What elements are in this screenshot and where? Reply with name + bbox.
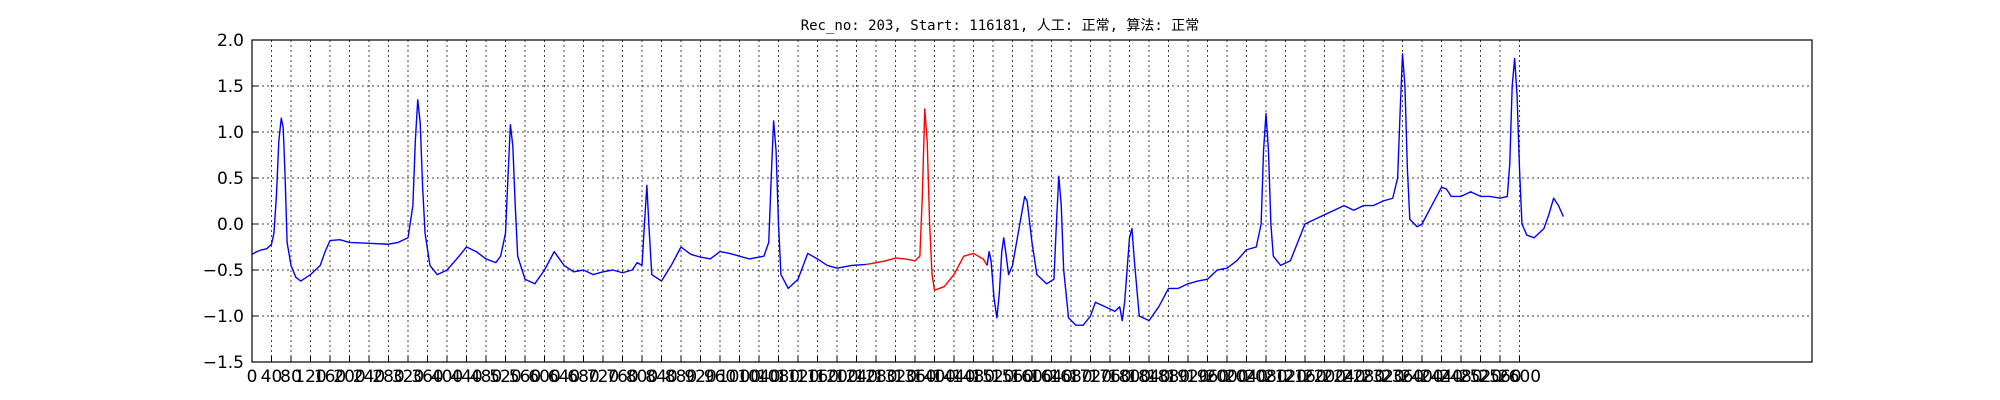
x-tick-label: 1720 [1069, 367, 1112, 387]
x-tick-label: 800 [626, 367, 658, 387]
x-tick-label: 1520 [971, 367, 1014, 387]
x-tick-label: 600 [528, 367, 560, 387]
x-tick-label: 1640 [1030, 367, 1073, 387]
series-line-1 [251, 99, 867, 290]
x-tick-label: 2360 [1381, 367, 1424, 387]
x-tick-label: 2280 [1342, 367, 1385, 387]
x-tick-label: 840 [645, 367, 677, 387]
x-tick-label: 1840 [1127, 367, 1170, 387]
x-tick-label: 1360 [893, 367, 936, 387]
x-tick-label: 80 [280, 367, 302, 387]
y-tick-label: −0.5 [203, 261, 244, 281]
x-tick-label: 960 [704, 367, 736, 387]
x-tick-label: 720 [587, 367, 619, 387]
x-tick-label: 1600 [1010, 367, 1053, 387]
x-tick-label: 2080 [1244, 367, 1287, 387]
x-tick-label: 2160 [1283, 367, 1326, 387]
x-tick-label: 2440 [1420, 367, 1463, 387]
x-tick-label: 40 [261, 367, 283, 387]
x-tick-label: 1680 [1049, 367, 1092, 387]
x-tick-label: 200 [333, 367, 365, 387]
x-tick-label: 2520 [1459, 367, 1502, 387]
x-tick-label: 2400 [1400, 367, 1443, 387]
x-tick-label: 2600 [1498, 367, 1541, 387]
y-tick-label: −1.5 [203, 353, 244, 373]
x-tick-label: 560 [509, 367, 541, 387]
x-tick-label: 1560 [991, 367, 1034, 387]
x-tick-label: 280 [372, 367, 404, 387]
x-tick-label: 320 [392, 367, 424, 387]
x-tick-label: 1400 [913, 367, 956, 387]
x-tick-label: 480 [470, 367, 502, 387]
x-tick-label: 160 [314, 367, 346, 387]
grid-lines [252, 40, 1812, 362]
x-tick-label: 520 [489, 367, 521, 387]
x-tick-label: 1000 [718, 367, 761, 387]
x-tick-label: 1800 [1108, 367, 1151, 387]
y-tick-label: −1.0 [203, 307, 244, 327]
series-line-2 [866, 108, 988, 291]
x-tick-label: 1280 [854, 367, 897, 387]
y-tick-label: 0.5 [217, 169, 244, 189]
x-tick-label: 760 [606, 367, 638, 387]
x-tick-label: 1440 [932, 367, 975, 387]
x-tick-label: 1880 [1147, 367, 1190, 387]
x-tick-label: 880 [665, 367, 697, 387]
y-tick-label: 1.5 [217, 77, 244, 97]
x-tick-label: 360 [411, 367, 443, 387]
x-tick-label: 1480 [952, 367, 995, 387]
x-tick-label: 2200 [1303, 367, 1346, 387]
x-tick-label: 2040 [1225, 367, 1268, 387]
x-tick-label: 1040 [737, 367, 780, 387]
x-tick-label: 0 [247, 367, 258, 387]
x-tick-label: 2480 [1439, 367, 1482, 387]
series-line-3 [986, 53, 1565, 326]
x-tick-label: 680 [567, 367, 599, 387]
y-tick-label: 2.0 [217, 31, 244, 51]
axis-ticks: 2.01.51.00.50.0−0.5−1.0−1.50 408012016020… [203, 31, 1541, 387]
x-tick-label: 920 [684, 367, 716, 387]
x-tick-label: 2560 [1478, 367, 1521, 387]
x-tick-label: 1160 [796, 367, 839, 387]
x-tick-label: 2320 [1361, 367, 1404, 387]
plot-area [251, 53, 1565, 326]
x-tick-label: 2240 [1322, 367, 1365, 387]
x-tick-label: 1120 [776, 367, 819, 387]
x-tick-label: 120 [294, 367, 326, 387]
x-tick-label: 240 [353, 367, 385, 387]
x-tick-label: 2120 [1264, 367, 1307, 387]
x-tick-label: 1240 [835, 367, 878, 387]
x-tick-label: 440 [450, 367, 482, 387]
x-tick-label: 640 [548, 367, 580, 387]
chart-title: Rec_no: 203, Start: 116181, 人工: 正常, 算法: … [801, 18, 1200, 34]
x-tick-label: 1920 [1166, 367, 1209, 387]
x-tick-label: 1080 [757, 367, 800, 387]
y-tick-label: 0.0 [217, 215, 244, 235]
y-tick-label: 1.0 [217, 123, 244, 143]
x-tick-label: 1320 [874, 367, 917, 387]
x-tick-label: 1200 [815, 367, 858, 387]
x-tick-label: 1960 [1186, 367, 1229, 387]
x-tick-label: 400 [431, 367, 463, 387]
x-tick-label: 2000 [1205, 367, 1248, 387]
x-tick-label: 1760 [1088, 367, 1131, 387]
